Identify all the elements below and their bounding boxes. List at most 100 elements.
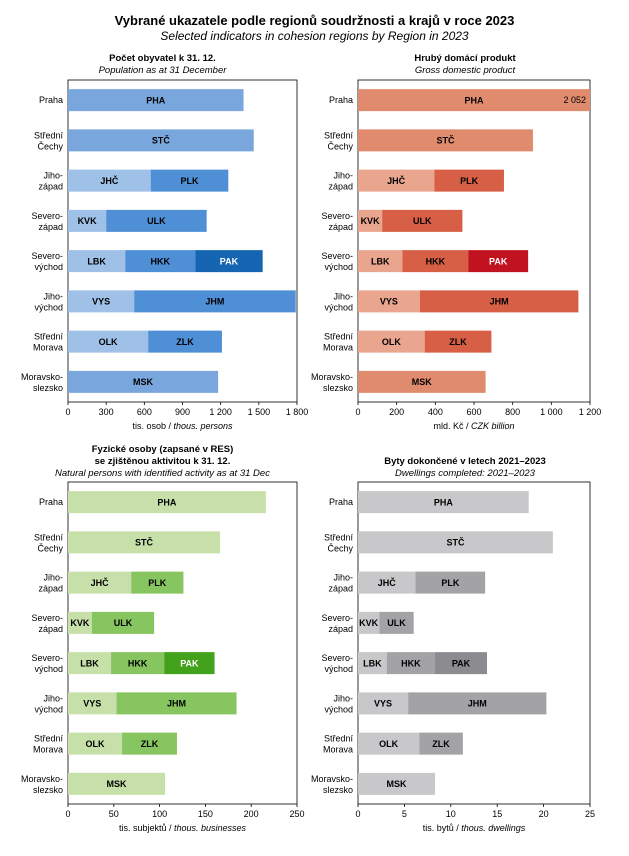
region-label-line: Severo- [321, 653, 353, 663]
region-label-line: Střední [34, 332, 64, 342]
page-title: Vybrané ukazatele podle regionů soudržno… [114, 13, 515, 28]
region-label: Jiho-západ [328, 573, 353, 594]
bar-segment-stč [358, 531, 553, 554]
region-label: Severo-východ [321, 653, 353, 674]
segment-label-ulk: ULK [147, 216, 166, 226]
region-label-line: Střední [324, 734, 354, 744]
segment-label-jhč: JHČ [378, 577, 397, 588]
bar-segment-plk [415, 571, 486, 594]
segment-label-lbk: LBK [363, 658, 382, 668]
bar-segment-kvk [68, 209, 107, 232]
region-label: Jiho-východ [34, 693, 63, 714]
x-axis-label-cz: mld. Kč / [433, 421, 471, 431]
segment-label-ulk: ULK [387, 618, 406, 628]
x-tick-label: 150 [198, 809, 213, 819]
x-axis-label: tis. bytů / thous. dwellings [423, 823, 526, 833]
panel-title-persons-line1: Fyzické osoby (zapsané v RES) [91, 444, 234, 455]
region-label-line: slezsko [33, 383, 63, 393]
segment-label-jhm: JHM [167, 699, 186, 709]
bar-segment-lbk [358, 250, 403, 273]
x-tick-label: 0 [65, 407, 70, 417]
segment-label-vys: VYS [83, 699, 101, 709]
bar-segment-hkk [125, 250, 196, 273]
bar-segment-jhm [116, 692, 237, 715]
bar-segment-olk [68, 732, 123, 755]
segment-label-pha: PHA [157, 497, 177, 507]
region-label-line: Praha [329, 95, 353, 105]
segment-label-zlk: ZLK [176, 337, 194, 347]
x-tick-label: 400 [428, 407, 443, 417]
x-tick-label: 600 [466, 407, 481, 417]
region-label: Severo-západ [31, 613, 63, 634]
bar-segment-zlk [424, 330, 492, 353]
region-label-line: Moravsko- [311, 372, 353, 382]
region-label: Praha [39, 95, 63, 105]
segment-label-olk: OLK [86, 739, 105, 749]
panel-title-persons-line2: se zjištěnou aktivitou k 31. 12. [94, 456, 231, 467]
region-label-line: východ [34, 262, 63, 272]
x-tick-label: 50 [109, 809, 119, 819]
region-label-line: Morava [323, 343, 353, 353]
bar-segment-pak [435, 652, 487, 675]
x-tick-label: 1 500 [248, 407, 271, 417]
segment-label-vys: VYS [92, 297, 110, 307]
x-axis-label-en: thous. dwellings [461, 823, 526, 833]
region-label-line: západ [38, 584, 63, 594]
x-tick-label: 600 [137, 407, 152, 417]
bar-segment-jhč [68, 571, 132, 594]
bar-segment-olk [68, 330, 149, 353]
bar-segment-olk [358, 330, 425, 353]
bar-segment-ulk [106, 209, 207, 232]
region-label: Jiho-západ [38, 573, 63, 594]
region-label-line: východ [34, 302, 63, 312]
bar-segment-ulk [379, 611, 414, 634]
x-axis-label-cz: tis. bytů / [423, 823, 462, 833]
x-tick-label: 25 [585, 809, 595, 819]
region-label-line: Moravsko- [21, 372, 63, 382]
region-label-line: Čechy [327, 543, 353, 553]
segment-label-plk: PLK [441, 578, 460, 588]
region-label: Jiho-východ [324, 693, 353, 714]
region-label: Jiho-západ [38, 171, 63, 192]
region-label-line: Střední [324, 130, 354, 140]
region-label-line: Jiho- [333, 171, 353, 181]
region-label: Praha [39, 497, 63, 507]
panel-title-gdp: Hrubý domácí produkt [414, 53, 516, 64]
segment-label-jhm: JHM [468, 699, 487, 709]
panel-subtitle-persons: Natural persons with identified activity… [55, 468, 270, 479]
bar-segment-stč [358, 129, 533, 152]
segment-label-pha: PHA [434, 497, 454, 507]
bar-segment-jhm [419, 290, 579, 313]
bar-segment-pha [68, 491, 266, 514]
plot-frame [357, 481, 591, 805]
region-label: Moravsko-slezsko [21, 774, 63, 795]
region-label-line: západ [328, 182, 353, 192]
segment-label-hkk: HKK [128, 658, 148, 668]
x-tick-label: 10 [446, 809, 456, 819]
bar-segment-vys [68, 692, 117, 715]
segment-label-jhm: JHM [490, 297, 509, 307]
region-label-line: Čechy [327, 141, 353, 151]
segment-label-stč: STČ [152, 135, 171, 146]
region-label: Moravsko-slezsko [311, 774, 353, 795]
x-tick-label: 1 200 [209, 407, 232, 417]
x-tick-label: 15 [492, 809, 502, 819]
segment-label-kvk: KVK [70, 618, 90, 628]
bar-segment-ulk [382, 209, 463, 232]
bar-segment-jhč [358, 169, 435, 192]
x-tick-label: 1 000 [540, 407, 563, 417]
region-label-line: Jiho- [43, 291, 63, 301]
segment-label-ulk: ULK [413, 216, 432, 226]
segment-label-pha: PHA [464, 95, 484, 105]
x-tick-label: 0 [65, 809, 70, 819]
region-label-line: západ [328, 584, 353, 594]
region-label-line: Moravsko- [311, 774, 353, 784]
region-label: Praha [329, 497, 353, 507]
bar-segment-pha [68, 89, 244, 112]
bar-segment-msk [68, 370, 219, 393]
region-label-line: Morava [33, 343, 63, 353]
bar-segment-msk [358, 370, 486, 393]
